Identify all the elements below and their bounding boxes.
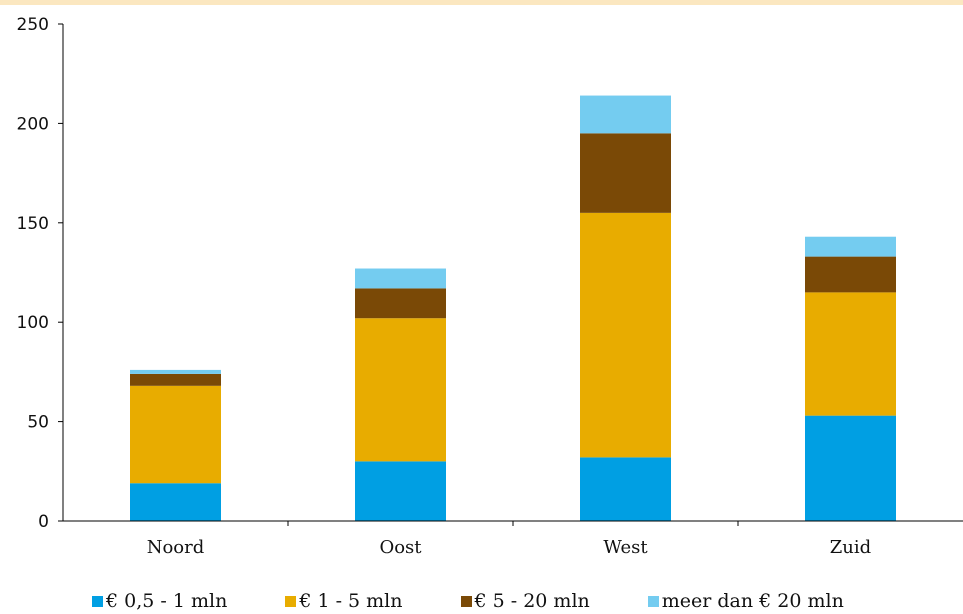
legend-item-2: € 1 - 5 mln <box>285 590 403 612</box>
bar-oost-series-3 <box>355 288 446 319</box>
legend-label: € 5 - 20 mln <box>474 590 590 612</box>
bar-noord-series-1 <box>130 483 221 521</box>
legend-label: meer dan € 20 mln <box>661 590 844 612</box>
x-tick-labels: Noord Oost West Zuid <box>147 537 871 558</box>
bar-zuid-series-2 <box>805 292 896 416</box>
bars-layer <box>130 95 896 521</box>
top-strip <box>0 0 963 5</box>
bar-west-series-3 <box>580 133 671 213</box>
bar-oost-series-4 <box>355 268 446 289</box>
y-tick-label: 50 <box>27 413 49 433</box>
y-tick-labels: 0 50 100 150 200 250 <box>17 15 49 532</box>
bar-zuid-series-1 <box>805 415 896 521</box>
bar-oost-series-1 <box>355 461 446 521</box>
y-tick-label: 100 <box>17 313 49 333</box>
y-tick-label: 150 <box>17 214 49 234</box>
legend-item-1: € 0,5 - 1 mln <box>92 590 227 612</box>
bar-oost-series-2 <box>355 318 446 462</box>
legend-item-4: meer dan € 20 mln <box>647 590 844 612</box>
y-tick-label: 250 <box>17 15 49 35</box>
legend-label: € 1 - 5 mln <box>299 590 403 612</box>
legend-swatch <box>92 595 103 607</box>
x-tick-label: West <box>603 537 648 558</box>
legend-swatch <box>647 595 659 607</box>
bar-zuid-series-3 <box>805 256 896 293</box>
bar-noord-series-2 <box>130 385 221 484</box>
bar-zuid-series-4 <box>805 236 896 257</box>
x-tick-label: Oost <box>379 537 422 558</box>
axes-layer <box>58 23 963 526</box>
bar-west-series-4 <box>580 95 671 134</box>
x-tick-label: Noord <box>147 537 205 558</box>
legend-label: € 0,5 - 1 mln <box>106 590 228 612</box>
bar-west-series-2 <box>580 212 671 458</box>
bar-west-series-1 <box>580 457 671 521</box>
bar-noord-series-4 <box>130 369 221 374</box>
legend-swatch <box>285 595 297 607</box>
legend: € 0,5 - 1 mln € 1 - 5 mln € 5 - 20 mln meer… <box>92 590 844 612</box>
y-tick-label: 0 <box>38 512 49 532</box>
bar-noord-series-3 <box>130 373 221 386</box>
legend-swatch <box>460 595 472 607</box>
y-tick-label: 200 <box>17 114 49 134</box>
x-tick-label: Zuid <box>830 537 871 558</box>
legend-item-3: € 5 - 20 mln <box>460 590 590 612</box>
